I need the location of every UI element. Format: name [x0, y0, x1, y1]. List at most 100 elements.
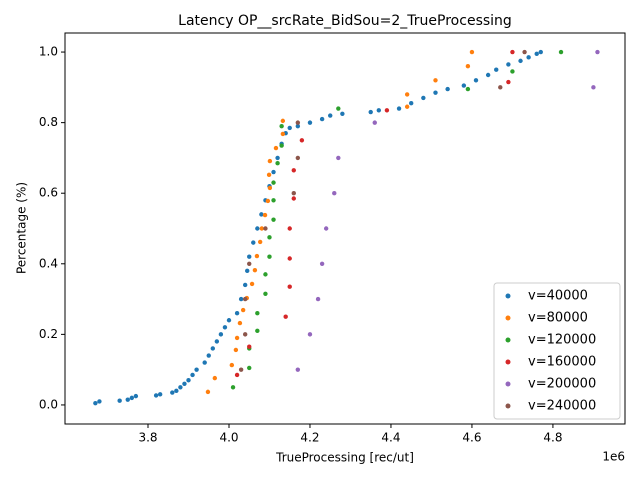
- data-point: [259, 212, 264, 217]
- x-offset-label: 1e6: [602, 450, 625, 464]
- data-point: [465, 63, 471, 69]
- data-point: [267, 185, 273, 191]
- data-point: [279, 143, 284, 148]
- data-point: [473, 78, 479, 83]
- data-point: [279, 123, 284, 129]
- data-point: [255, 328, 260, 334]
- data-point: [445, 86, 450, 92]
- data-point: [242, 296, 248, 302]
- data-point: [280, 131, 286, 137]
- data-point: [295, 367, 301, 372]
- x-tick-label: 4.4: [381, 431, 400, 445]
- data-point: [242, 332, 248, 337]
- data-point: [267, 254, 272, 259]
- data-point: [291, 196, 296, 201]
- data-point: [336, 106, 341, 111]
- x-axis-label: TrueProcessing [rec/ut]: [275, 451, 414, 465]
- data-point: [226, 318, 232, 323]
- data-point: [222, 325, 228, 330]
- data-point: [526, 55, 531, 60]
- data-point: [340, 111, 345, 117]
- data-point: [125, 397, 130, 402]
- data-point: [510, 49, 515, 55]
- data-point: [506, 79, 511, 85]
- data-point: [97, 399, 102, 404]
- data-point: [252, 267, 258, 273]
- data-point: [242, 282, 248, 288]
- data-point: [291, 168, 296, 173]
- data-point: [494, 67, 499, 72]
- chart-title: Latency OP__srcRate_BidSou=2_TrueProcess…: [178, 13, 512, 29]
- data-point: [328, 113, 333, 118]
- data-point: [234, 335, 240, 341]
- data-point: [186, 378, 191, 383]
- x-tick-label: 4.6: [462, 431, 481, 445]
- data-point: [229, 362, 235, 368]
- data-point: [271, 198, 276, 203]
- data-point: [315, 296, 321, 302]
- data-point: [275, 161, 280, 166]
- data-point: [182, 381, 187, 386]
- data-point: [287, 284, 292, 289]
- x-tick-label: 4.2: [300, 431, 319, 445]
- data-point: [271, 169, 276, 175]
- y-tick-label: 0.0: [39, 397, 58, 411]
- y-tick-label: 0.4: [39, 256, 58, 270]
- data-point: [255, 310, 260, 316]
- y-tick-label: 0.8: [39, 115, 58, 129]
- data-point: [237, 320, 243, 326]
- data-point: [433, 90, 438, 95]
- data-point: [283, 314, 288, 319]
- data-point: [421, 95, 426, 101]
- data-point: [332, 191, 337, 196]
- data-point: [498, 85, 503, 90]
- legend-marker: [505, 315, 511, 321]
- data-point: [93, 400, 98, 406]
- data-point: [267, 158, 273, 164]
- data-point: [206, 353, 211, 358]
- legend-marker: [505, 359, 511, 365]
- data-point: [205, 389, 211, 395]
- data-point: [170, 390, 175, 395]
- data-point: [271, 180, 276, 185]
- data-point: [174, 388, 179, 394]
- x-tick-label: 4.8: [543, 431, 562, 445]
- data-point: [271, 217, 276, 222]
- data-point: [485, 72, 491, 78]
- data-point: [267, 235, 272, 240]
- data-point: [210, 346, 215, 351]
- data-point: [291, 191, 296, 196]
- data-point: [376, 108, 382, 113]
- data-point: [465, 86, 471, 92]
- data-point: [368, 109, 373, 115]
- data-point: [307, 332, 313, 337]
- data-point: [461, 83, 467, 88]
- plot-frame: [64, 32, 626, 425]
- data-point: [295, 123, 301, 129]
- data-point: [247, 254, 252, 259]
- data-point: [591, 85, 596, 90]
- data-point: [319, 116, 325, 122]
- data-point: [214, 339, 220, 344]
- data-point: [319, 261, 325, 266]
- data-point: [558, 49, 564, 55]
- data-point: [153, 393, 159, 398]
- data-point: [238, 296, 244, 302]
- data-point: [262, 212, 268, 218]
- data-point: [117, 398, 122, 403]
- data-point: [384, 108, 390, 113]
- data-point: [240, 307, 246, 313]
- data-point: [178, 385, 183, 390]
- x-tick-label: 4.0: [219, 431, 238, 445]
- data-point: [433, 78, 438, 83]
- data-point: [233, 347, 239, 353]
- data-point: [234, 372, 240, 378]
- data-point: [595, 49, 600, 55]
- data-point: [202, 360, 207, 365]
- data-point: [307, 120, 313, 125]
- x-tick-label: 3.8: [138, 431, 157, 445]
- data-point: [534, 51, 539, 57]
- y-tick-label: 0.2: [39, 327, 58, 341]
- data-point: [238, 367, 244, 372]
- legend-label: v=80000: [528, 311, 588, 326]
